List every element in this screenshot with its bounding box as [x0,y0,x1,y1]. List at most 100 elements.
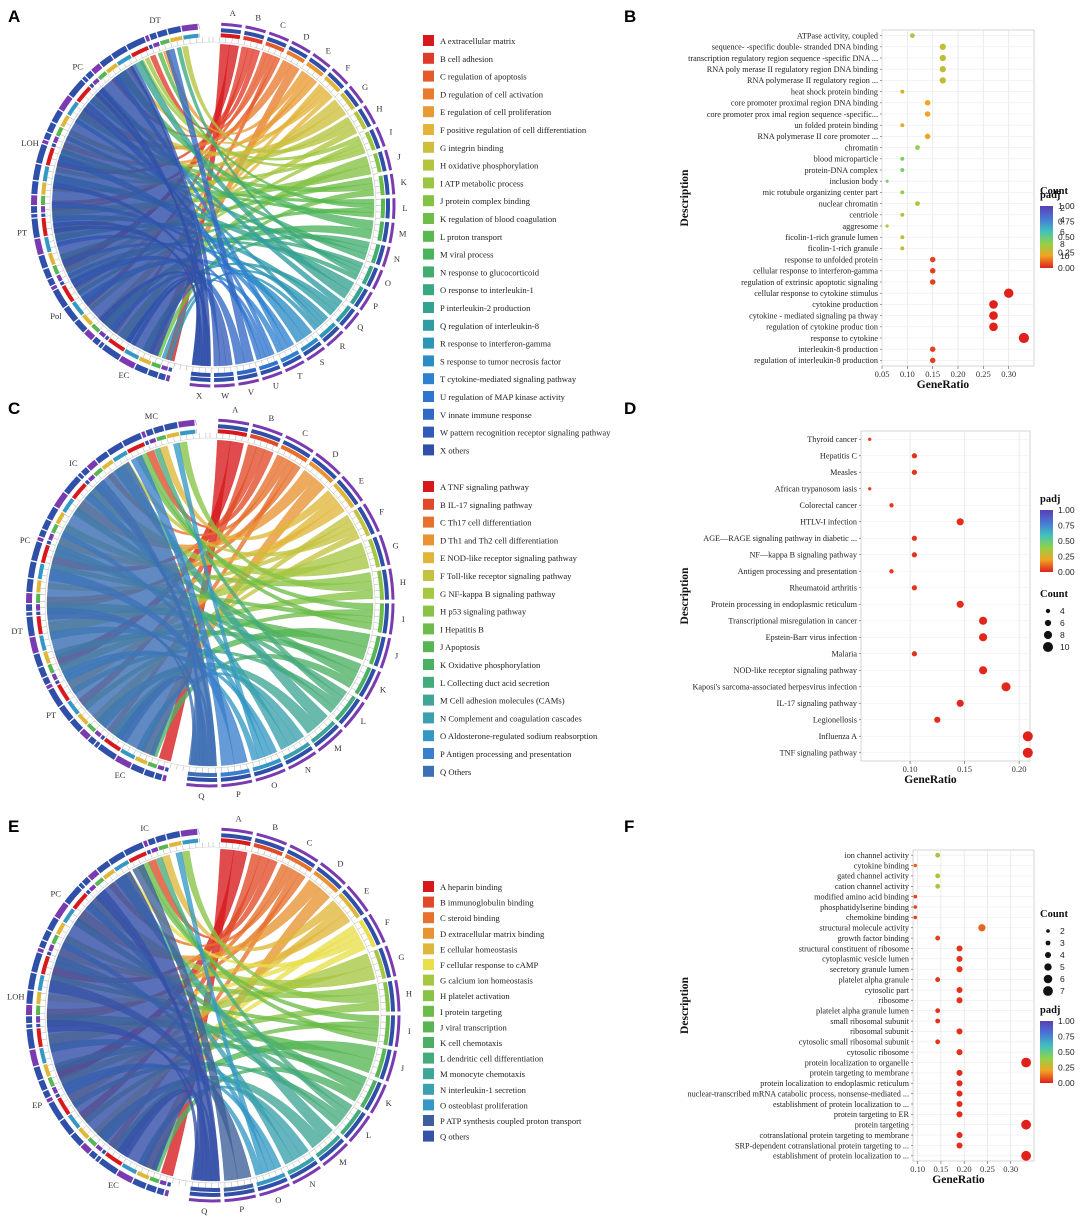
data-point [939,77,946,84]
term-arc-inner [223,1183,254,1192]
tick-mark [371,956,377,959]
tick-mark [53,948,58,951]
term-arc-ring [224,1194,257,1203]
gene-arc [47,1076,55,1088]
term-arc-inner [349,286,364,305]
gene-arc-outer [123,842,145,856]
legend-a: A extracellular matrix B cell adhesion C r… [423,35,611,456]
chord-ribbon-others [46,461,217,767]
term-arc-outer [375,244,386,266]
term-arc-outer [388,1015,395,1047]
tick-mark [41,626,47,628]
tick-mark [358,277,364,281]
chord-term-label: V [248,387,255,397]
chord-group-label: PC [20,535,31,545]
category-label: AGE—RAGE signaling pathway in diabetic .… [703,534,857,543]
term-arc-outer [190,376,211,382]
term-arc-ring [348,1115,371,1143]
gene-arc [166,431,180,439]
gene-arc [160,365,169,371]
chord-group-label: EC [118,370,129,380]
tick-mark [85,898,90,902]
tick-mark [352,288,358,292]
chord-ribbon [157,52,375,209]
legend-label: L dendritic cell differentiation [440,1054,544,1064]
tick-mark [170,42,173,48]
chord-ribbon [77,112,374,192]
legend-label: L proton transport [440,232,503,242]
tick-mark [360,533,366,537]
tick-mark [95,725,100,730]
tick-mark [371,242,377,245]
category-label: chemokine binding [846,913,909,922]
term-arc-ring [388,568,395,600]
tick-mark [123,62,127,68]
tick-mark [52,537,58,540]
tick-mark [262,44,264,50]
tick-mark [363,266,369,269]
term-arc-inner [373,949,387,980]
gene-arc [164,767,169,772]
tick-mark [117,1155,121,1160]
tick-mark [253,439,256,444]
legend-label: D extracellular matrix binding [440,929,545,939]
legend-label: F positive regulation of cell differenti… [440,125,587,135]
term-arc-ring [371,269,384,290]
term-arc-inner [280,350,300,363]
gene-arc [57,1097,71,1116]
count-key-dot [1045,608,1051,614]
data-point [900,212,905,217]
category-label: regulation of extrinsic apoptotic signal… [741,278,878,287]
legend-label: M monocyte chemotaxis [440,1069,526,1079]
term-arc-outer [336,479,359,506]
category-label: platelet alpha granule lumen [816,1006,909,1015]
y-axis-title: Description [679,169,691,226]
tick-mark [116,740,120,746]
chord-term-label: R [340,341,346,351]
count-key-dot [1043,630,1053,640]
gene-arc-outer [46,122,57,134]
term-arc-ring [346,885,369,913]
chord-ribbon [57,155,305,343]
term-arc-inner [353,509,371,537]
tick-mark [183,39,185,45]
tick-mark [41,581,47,583]
legend-label: N response to glucocorticoid [440,267,540,277]
category-label: Protein processing in endoplasmic reticu… [711,600,858,609]
term-arc-ring [348,85,364,104]
gene-arc-outer [37,536,44,543]
legend-swatch [423,896,434,908]
tick-mark [345,1117,351,1121]
legend-swatch [423,124,434,135]
tick-mark [137,350,140,356]
count-key-label: 4 [1060,215,1065,225]
term-arc-ring [362,503,380,533]
tick-mark [192,433,194,439]
chord-ribbon [82,106,275,356]
x-tick-label: 0.30 [1003,1164,1018,1174]
tick-mark [124,455,128,461]
tick-mark [315,331,320,336]
tick-mark [236,366,238,372]
category-label: protein-DNA complex [805,166,878,175]
y-axis-title: Description [679,976,691,1033]
x-tick-label: 0.10 [903,764,918,774]
gene-arc-outer [27,972,37,990]
term-arc-inner [382,981,390,1012]
gene-arc [158,843,169,851]
tick-mark [316,75,321,80]
term-arc-inner [367,538,381,568]
padj-key-title: padj [1040,494,1060,505]
tick-mark [57,1087,62,1091]
term-arc-outer [221,833,252,842]
tick-mark [105,733,110,738]
count-key-dot [1042,641,1054,653]
term-arc-inner [360,1079,378,1109]
gene-arc-outer [157,372,167,381]
gene-arc-outer [84,329,96,341]
chord-term-label: L [366,1130,371,1140]
chord-ribbon [129,63,221,367]
term-arc-outer [318,1138,345,1162]
category-label: cytokine production [812,300,878,309]
tick-mark [279,51,283,57]
